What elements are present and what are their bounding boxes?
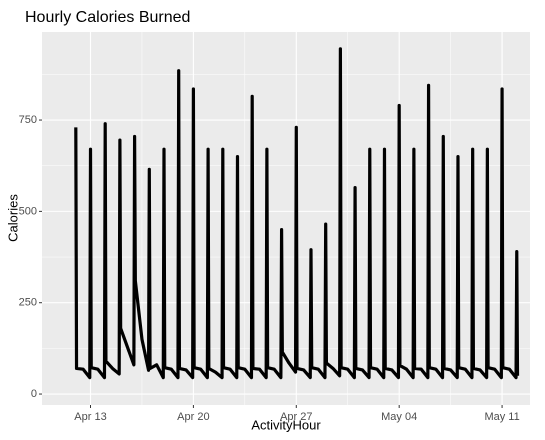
x-tick-label: Apr 20 [177, 411, 209, 423]
x-axis-label: ActivityHour [251, 417, 321, 432]
chart-title: Hourly Calories Burned [25, 9, 190, 26]
y-tick-label: 750 [19, 114, 37, 126]
x-tick-label: Apr 13 [74, 411, 106, 423]
x-tick-label: Apr 27 [280, 411, 312, 423]
y-tick-label: 0 [31, 388, 37, 400]
line [74, 47, 520, 380]
y-tick-label: 500 [19, 205, 37, 217]
plot-panel [42, 32, 530, 405]
y-axis-label: Calories [5, 194, 20, 242]
x-tick-label: May 04 [381, 411, 417, 423]
y-tick-label: 250 [19, 297, 37, 309]
x-tick-label: May 11 [484, 411, 519, 423]
